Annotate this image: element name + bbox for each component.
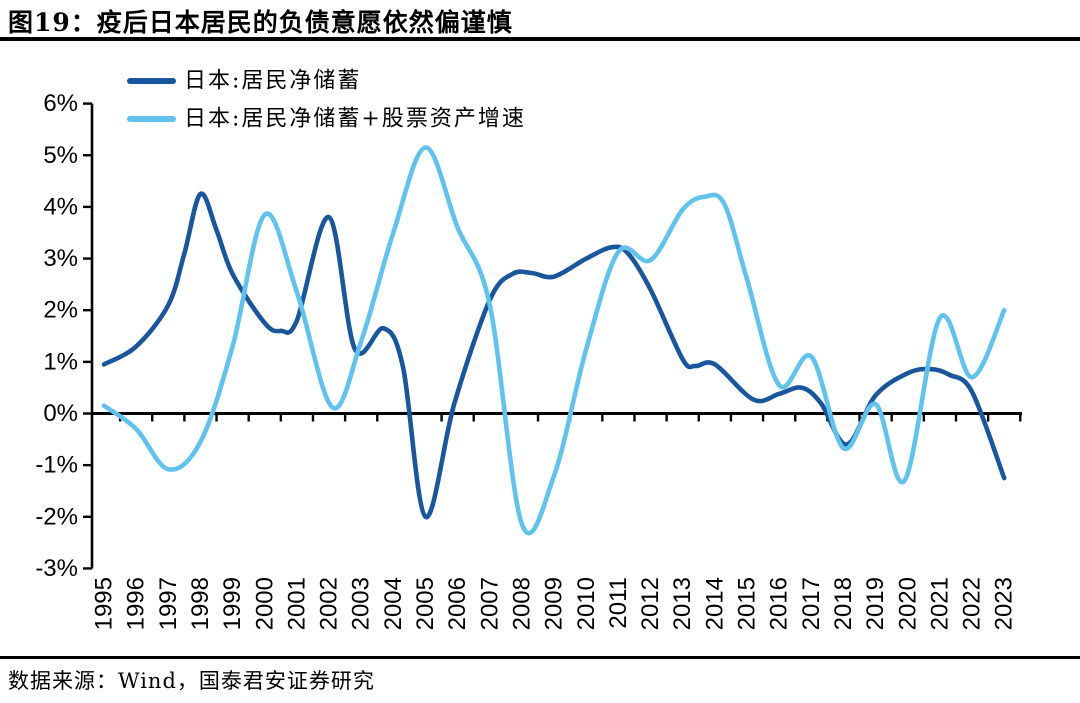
x-tick-label: 2013: [669, 577, 696, 630]
x-tick-label: 1995: [91, 577, 118, 630]
x-tick-label: 2016: [766, 577, 793, 630]
x-tick-label: 1997: [155, 577, 182, 630]
x-tick-label: 2011: [605, 577, 632, 629]
x-tick-label: 2001: [283, 577, 310, 630]
x-tick-label: 2009: [541, 577, 568, 630]
y-tick-label: -1%: [35, 452, 78, 479]
x-tick-label: 2012: [637, 577, 664, 630]
legend-label: 日本:居民净储蓄: [184, 69, 361, 94]
data-source: 数据来源：Wind，国泰君安证券研究: [8, 669, 375, 693]
legend-item: 日本:居民净储蓄+股票资产增速: [127, 107, 526, 132]
x-tick-label: 2004: [380, 577, 407, 630]
x-tick-label: 2002: [316, 577, 343, 630]
legend-item: 日本:居民净储蓄: [127, 69, 361, 94]
x-tick-label: 2023: [991, 577, 1018, 630]
x-tick-label: 2015: [734, 577, 761, 630]
y-tick-label: 5%: [43, 142, 78, 169]
x-tick-label: 2020: [894, 577, 921, 630]
x-tick-label: 1996: [123, 577, 150, 630]
y-tick-label: 4%: [43, 193, 78, 220]
x-tick-label: 2008: [508, 577, 535, 630]
x-tick-label: 2018: [830, 577, 857, 630]
x-tick-label: 2022: [959, 577, 986, 630]
figure-title: 图19：疫后日本居民的负债意愿依然偏谨慎: [8, 8, 513, 37]
y-tick-label: 1%: [43, 348, 78, 375]
x-tick-label: 2021: [926, 577, 953, 630]
x-tick-label: 2014: [701, 577, 728, 630]
y-tick-label: 3%: [43, 245, 78, 272]
x-tick-label: 1999: [219, 577, 246, 630]
footer-divider: [0, 656, 1080, 659]
y-tick-label: -3%: [35, 555, 78, 582]
title-divider: [0, 37, 1080, 41]
x-tick-label: 2019: [862, 577, 889, 630]
x-tick-label: 2005: [412, 577, 439, 630]
y-tick-label: -2%: [35, 503, 78, 530]
x-tick-label: 2007: [476, 577, 503, 630]
x-axis: 1995 1996 1997 1998 1999 2000 2001 2002 2003 2004…: [91, 412, 1022, 630]
y-axis: 6% 5% 4% 3% 2% 1% 0% -1% -2% -3%: [35, 90, 94, 582]
x-tick-label: 1998: [187, 577, 214, 630]
x-tick-label: 2017: [798, 577, 825, 630]
series-line-2: [101, 145, 1007, 536]
x-tick-label: 2010: [573, 577, 600, 630]
x-tick-label: 2000: [251, 577, 278, 630]
x-tick-label: 2003: [348, 577, 375, 630]
y-tick-label: 0%: [43, 400, 78, 427]
legend-label: 日本:居民净储蓄+股票资产增速: [184, 107, 526, 132]
y-tick-label: 2%: [43, 297, 78, 324]
x-tick-label: 2006: [444, 577, 471, 630]
y-tick-label: 6%: [43, 90, 78, 117]
series-group: [101, 145, 1007, 536]
